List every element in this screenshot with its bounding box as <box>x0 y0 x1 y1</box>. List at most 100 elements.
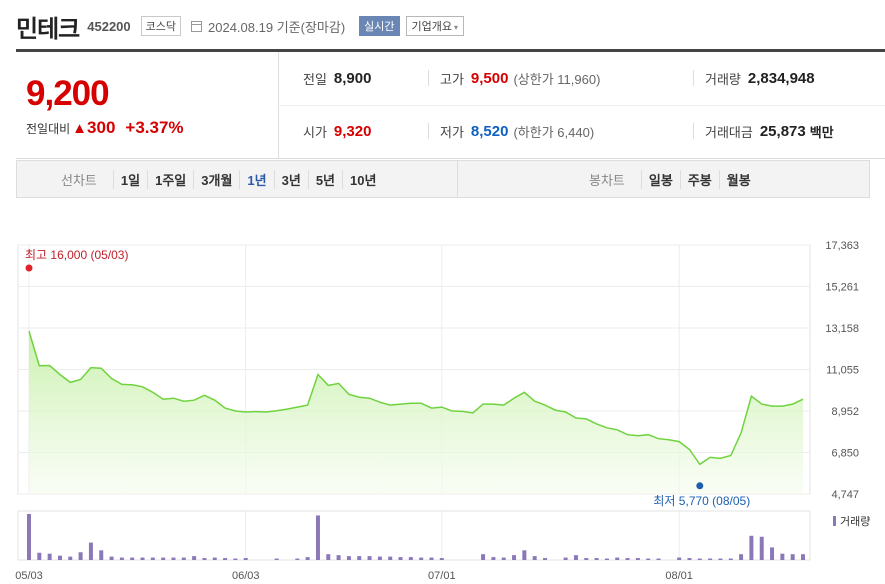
volume-chart: 거래량 <box>27 514 870 560</box>
y-tick-label: 4,747 <box>831 489 859 501</box>
quote-label: 고가 <box>440 72 464 87</box>
volume-bar <box>130 557 135 560</box>
volume-bar <box>656 558 661 560</box>
volume-bar <box>625 558 630 560</box>
tab-period-3[interactable]: 1년 <box>239 169 273 189</box>
volume-bar <box>408 557 413 560</box>
volume-bar <box>512 555 517 560</box>
high-label: 최고 16,000 (05/03) <box>25 248 128 262</box>
price-change: 전일대비 ▲ 300 +3.37% <box>26 118 184 138</box>
volume-bar <box>584 558 589 560</box>
volume-bar <box>728 558 733 560</box>
quote-value: 25,873 <box>759 123 806 140</box>
change-percent: +3.37% <box>125 118 184 137</box>
x-tick-label: 07/01 <box>428 570 456 582</box>
volume-bar <box>357 556 362 560</box>
volume-bar <box>274 558 279 560</box>
realtime-button[interactable]: 실시간 <box>359 16 400 36</box>
y-axis-ticks: 17,363 15,261 13,158 11,055 8,952 6,850 4,747 <box>825 240 859 501</box>
date-text: 2024.08.19 기준(장마감) <box>208 19 346 35</box>
volume-legend-swatch <box>833 516 836 526</box>
volume-bar <box>563 557 568 560</box>
quote-value: 9,320 <box>333 123 372 140</box>
market-badge: 코스닥 <box>140 16 182 36</box>
tab-period-1[interactable]: 1주일 <box>147 169 193 189</box>
company-overview-button[interactable]: 기업개요 ▾ <box>405 16 465 36</box>
volume-bar <box>604 558 609 560</box>
volume-bar <box>635 558 640 560</box>
volume-bar <box>57 555 62 560</box>
volume-bar <box>161 557 166 560</box>
x-tick-label: 06/03 <box>232 570 260 582</box>
volume-bar <box>749 535 754 560</box>
tab-period-0[interactable]: 1일 <box>112 169 147 189</box>
tab-candle-1[interactable]: 주봉 <box>679 169 719 189</box>
y-tick-label: 13,158 <box>825 323 859 335</box>
quote-sub: (상한가 11,960) <box>513 72 601 87</box>
tab-period-2[interactable]: 3개월 <box>193 169 239 189</box>
quote-label: 전일 <box>303 72 327 87</box>
tab-candle-2[interactable]: 월봉 <box>718 169 758 189</box>
stock-header: 민테크 452200 코스닥 2024.08.19 기준(장마감) 실시간 기업… <box>16 8 465 44</box>
volume-bar <box>367 556 372 560</box>
high-marker <box>25 264 33 272</box>
volume-bar <box>573 555 578 560</box>
tab-period-5[interactable]: 5년 <box>307 169 342 189</box>
quote-value: 2,834,948 <box>747 70 815 87</box>
tab-period-6[interactable]: 10년 <box>342 169 383 189</box>
volume-bar <box>37 552 42 560</box>
volume-bar <box>181 557 186 560</box>
chevron-down-icon: ▾ <box>454 23 459 32</box>
quote-unit: 백만 <box>809 125 834 140</box>
volume-bar <box>615 557 620 560</box>
quote-value: 8,520 <box>470 123 509 140</box>
header-divider <box>16 49 885 52</box>
quote-separator <box>693 123 694 139</box>
price-area <box>29 331 803 494</box>
x-axis-ticks: 05/03 06/03 07/01 08/01 <box>15 570 693 582</box>
tab-candle-0[interactable]: 일봉 <box>640 169 680 189</box>
quote-label: 거래량 <box>705 72 741 87</box>
up-arrow-icon: ▲ <box>72 119 88 137</box>
calendar-icon <box>191 20 203 32</box>
quote-panel: 9,200 전일대비 ▲ 300 +3.37% 전일 8,900 고가 9,500 (… <box>16 52 885 159</box>
volume-bar <box>78 552 83 560</box>
y-tick-label: 15,261 <box>825 281 859 293</box>
volume-bar <box>429 557 434 560</box>
quote-separator <box>693 70 694 86</box>
y-tick-label: 6,850 <box>831 447 859 459</box>
candle-chart-tabs: 봉차트 일봉 주봉 월봉 <box>589 161 758 197</box>
stock-code: 452200 <box>87 18 131 34</box>
stock-name: 민테크 <box>16 15 80 43</box>
volume-bar <box>739 554 744 560</box>
volume-bar <box>677 557 682 560</box>
volume-bar <box>398 557 403 560</box>
volume-bar <box>770 547 775 560</box>
price-box: 9,200 전일대비 ▲ 300 +3.37% <box>16 52 279 158</box>
tab-divider <box>457 161 458 197</box>
volume-bar <box>88 542 93 560</box>
volume-bar <box>150 557 155 560</box>
quote-high: 고가 9,500 (상한가 11,960) <box>428 52 601 105</box>
volume-legend: 거래량 <box>840 515 870 528</box>
quote-separator <box>428 123 429 139</box>
volume-bar <box>646 558 651 560</box>
volume-bar <box>305 557 310 560</box>
low-label: 최저 5,770 (08/05) <box>653 494 750 508</box>
volume-bar <box>718 558 723 560</box>
change-amount: 300 <box>87 118 116 137</box>
volume-bar <box>119 557 124 560</box>
volume-bar <box>336 555 341 560</box>
quote-low: 저가 8,520 (하한가 6,440) <box>428 105 594 158</box>
tab-period-4[interactable]: 3년 <box>273 169 308 189</box>
chart-annotations: 최고 16,000 (05/03) 최저 5,770 (08/05) <box>25 248 750 508</box>
volume-bar <box>801 554 805 560</box>
quote-label: 저가 <box>440 125 464 140</box>
volume-bar <box>295 558 300 560</box>
volume-bar <box>202 558 207 560</box>
low-marker <box>696 482 704 490</box>
volume-bar <box>47 553 52 560</box>
line-chart-tabs: 선차트 1일 1주일 3개월 1년 3년 5년 10년 <box>61 161 383 197</box>
volume-bar <box>481 554 486 560</box>
